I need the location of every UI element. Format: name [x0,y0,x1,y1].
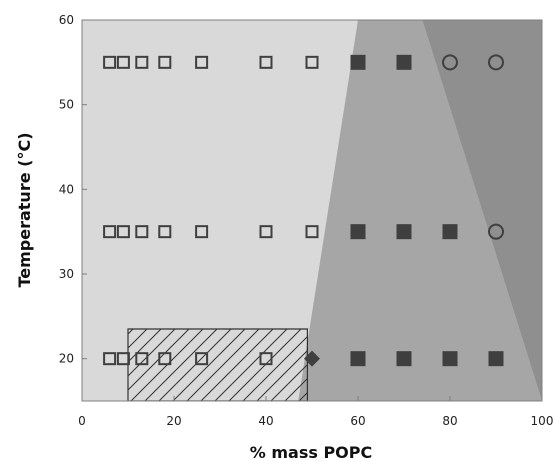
hatched-region [127,328,308,401]
y-axis: 20 30 40 50 60 [59,13,87,366]
open-square-point [158,352,172,366]
open-square-point [135,225,149,239]
phase-regions [82,20,542,401]
filled-square-point [442,351,458,367]
open-circle-point [488,223,504,240]
open-square-point [103,352,117,366]
x-tick-label: 40 [258,414,273,428]
open-square-point [158,55,172,69]
filled-square-point [396,224,412,240]
open-square-point [103,225,117,239]
y-tick-label: 20 [59,352,74,366]
open-square-point [116,225,130,239]
phase-region-1 [298,20,542,401]
open-square-point [305,55,319,69]
open-square-point [135,352,149,366]
open-square-point [158,225,172,239]
filled-square-point [488,351,504,367]
open-square-point [116,352,130,366]
open-square-point [305,225,319,239]
open-square-point [195,352,209,366]
filled-square-point [442,224,458,240]
open-square-point [116,55,130,69]
open-square-point [135,55,149,69]
plot-frame [81,19,543,402]
filled-square-point [396,351,412,367]
x-tick-label: 80 [442,414,457,428]
y-axis-label: Temperature (°C) [15,132,34,287]
y-tick-label: 40 [59,182,74,196]
open-square-point [195,225,209,239]
open-square-point [195,55,209,69]
x-tick-label: 100 [531,414,553,428]
y-tick-label: 30 [59,267,74,281]
x-tick-label: 0 [78,414,86,428]
phase-region-2 [422,20,542,401]
x-axis: 0 20 40 60 80 100 [78,396,553,428]
open-square-point [259,55,273,69]
y-tick-label: 60 [59,13,74,27]
open-square-point [259,225,273,239]
y-tick-label: 50 [59,98,74,112]
open-square-point [103,55,117,69]
filled-square-point [396,54,412,70]
x-tick-label: 60 [350,414,365,428]
open-circle-point [442,54,458,71]
open-circle-point [488,54,504,71]
x-axis-label: % mass POPC [250,443,372,461]
filled-square-point [350,224,366,240]
open-square-point [259,352,273,366]
filled-diamond-point [304,350,320,367]
x-tick-label: 20 [166,414,181,428]
filled-square-point [350,54,366,70]
filled-square-point [350,351,366,367]
data-markers [103,54,504,367]
